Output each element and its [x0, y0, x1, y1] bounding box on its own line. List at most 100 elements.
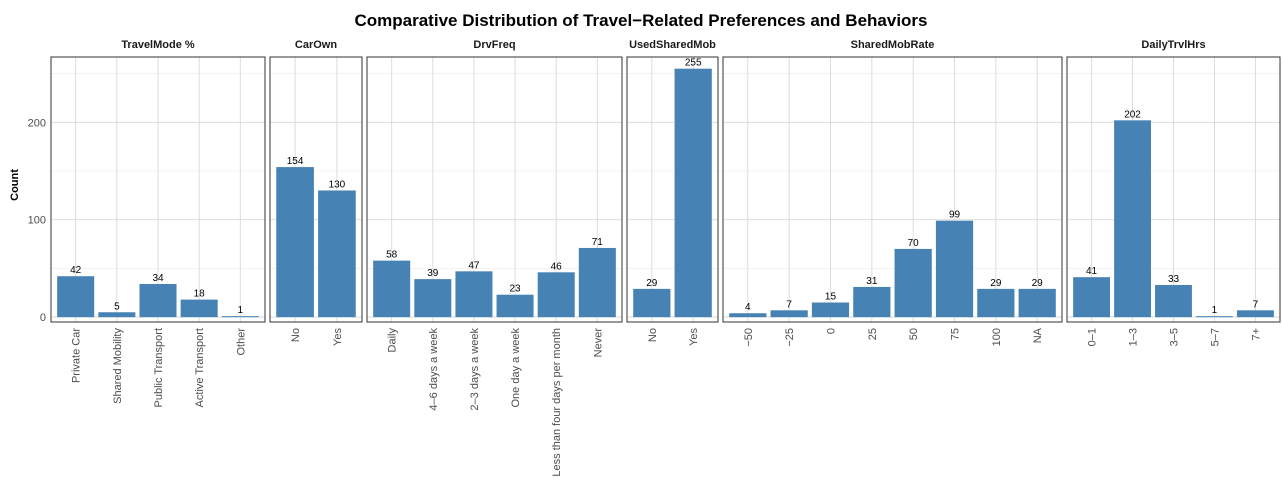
- bar-sharedmobrate-0: [811, 302, 850, 318]
- x-tick-label: 0–1: [1087, 328, 1099, 346]
- x-tick-label: 25: [867, 328, 879, 340]
- facet-panel-carown: CarOwn 154 130 No Yes: [269, 39, 363, 346]
- bar-dailytrvlhrs-5-7: [1196, 316, 1233, 318]
- x-tick-label: No: [647, 328, 659, 342]
- data-label: 39: [427, 268, 439, 279]
- data-label: 71: [592, 237, 604, 248]
- x-tick-label: 4–6 days a week: [428, 328, 440, 411]
- panel-border: [1066, 56, 1281, 323]
- facet-panel-usedsharedmob: UsedSharedMob 29 255 No Yes: [626, 39, 719, 346]
- bar-dailytrvlhrs-0-1: [1073, 277, 1111, 318]
- x-tick-label: Daily: [387, 328, 399, 353]
- data-label: 58: [386, 250, 398, 261]
- panel-border: [366, 56, 623, 323]
- x-tick-label: No: [290, 328, 302, 342]
- bar-travelmode-shared-mobility: [98, 312, 136, 318]
- bar-sharedmobrate-75: [935, 220, 974, 318]
- facet-strip-label: DailyTrvlHrs: [1141, 39, 1205, 51]
- bar-drvfreq-4-6-days-a-week: [414, 279, 452, 318]
- x-tick-label: 100: [991, 328, 1003, 346]
- data-label: 29: [990, 278, 1002, 289]
- panel-border: [50, 56, 266, 323]
- data-label: 46: [551, 261, 563, 272]
- data-label: 255: [685, 58, 702, 69]
- facet-strip-label: TravelMode %: [121, 39, 195, 51]
- bar-dailytrvlhrs-7: [1236, 310, 1274, 318]
- bar-carown-no: [276, 167, 314, 318]
- chart-title: Comparative Distribution of Travel−Relat…: [355, 11, 928, 30]
- data-label: 70: [908, 238, 920, 249]
- x-tick-label: 5–7: [1209, 328, 1221, 346]
- x-tick-label: 1–3: [1128, 328, 1140, 346]
- bar-usedsharedmob-no: [633, 288, 671, 318]
- bar-travelmode-public-transport: [139, 284, 177, 318]
- x-tick-label: Yes: [332, 328, 344, 346]
- x-tick-label: Never: [592, 328, 604, 358]
- panel-border: [722, 56, 1063, 323]
- bar-sharedmobrate-na: [1018, 288, 1056, 318]
- x-tick-label: Yes: [688, 328, 700, 346]
- x-tick-label: Public Transport: [153, 328, 165, 407]
- x-tick-label: Shared Mobility: [112, 328, 124, 404]
- facet-panel-sharedmobrate: SharedMobRate 4 7 15 31 70 99 29 29 −50 −25 0 25 50 75…: [722, 39, 1063, 347]
- x-tick-label: NA: [1032, 327, 1044, 343]
- bar-sharedmobrate-25: [770, 310, 808, 318]
- facet-strip-label: SharedMobRate: [851, 39, 935, 51]
- data-label: 15: [825, 292, 837, 303]
- data-label: 41: [1086, 266, 1098, 277]
- facet-strip-label: UsedSharedMob: [629, 39, 716, 51]
- bar-travelmode-active-transport: [180, 299, 218, 318]
- bar-dailytrvlhrs-1-3: [1114, 120, 1151, 318]
- y-tick-label: 100: [28, 215, 46, 227]
- facet-panel-travelmode: TravelMode % 42 5 34 18 1 Private Car Shared Mo…: [50, 39, 266, 407]
- data-label: 4: [745, 302, 751, 313]
- y-tick-label: 200: [28, 117, 46, 129]
- x-tick-label: −25: [784, 328, 796, 347]
- data-label: 130: [329, 179, 346, 190]
- bar-drvfreq-less-than-four-days-per-month: [537, 272, 575, 318]
- data-label: 7: [786, 299, 792, 310]
- bar-sharedmobrate-25: [853, 286, 891, 318]
- data-label: 33: [1168, 274, 1180, 285]
- data-label: 34: [152, 273, 164, 284]
- data-label: 1: [238, 305, 244, 316]
- data-label: 18: [194, 289, 206, 300]
- data-label: 202: [1124, 109, 1141, 120]
- x-tick-label: Other: [235, 328, 247, 356]
- data-label: 29: [1032, 278, 1044, 289]
- bar-usedsharedmob-yes: [674, 68, 712, 318]
- facet-strip-label: DrvFreq: [473, 39, 515, 51]
- bar-sharedmobrate-50: [729, 313, 767, 318]
- bar-carown-yes: [318, 190, 356, 318]
- y-axis-label: Count: [9, 169, 21, 201]
- x-tick-label: 2–3 days a week: [469, 328, 481, 411]
- x-tick-label: 75: [950, 328, 962, 340]
- data-label: 47: [468, 260, 480, 271]
- bar-dailytrvlhrs-3-5: [1155, 284, 1192, 318]
- panel-border: [626, 56, 719, 323]
- data-label: 7: [1253, 299, 1259, 310]
- bar-travelmode-private-car: [57, 276, 95, 318]
- panel-border: [269, 56, 363, 323]
- bar-drvfreq-one-day-a-week: [496, 294, 534, 318]
- data-label: 154: [287, 156, 304, 167]
- bar-sharedmobrate-50: [894, 248, 932, 318]
- x-tick-label: Less than four days per month: [551, 328, 563, 477]
- data-label: 1: [1212, 305, 1218, 316]
- x-tick-label: Private Car: [71, 328, 83, 383]
- x-tick-label: 3–5: [1169, 328, 1181, 346]
- data-label: 31: [866, 276, 878, 287]
- facet-panel-dailytrvlhrs: DailyTrvlHrs 41 202 33 1 7 0–1 1–3 3–5 5–7 7+: [1066, 39, 1281, 346]
- x-tick-label: Active Transport: [194, 328, 206, 407]
- facet-panel-drvfreq: DrvFreq 58 39 47 23 46 71 Daily 4–6 days a week 2…: [366, 39, 623, 477]
- facet-strip-label: CarOwn: [295, 39, 337, 51]
- data-label: 42: [70, 265, 82, 276]
- x-tick-label: 0: [825, 328, 837, 334]
- data-label: 5: [114, 301, 120, 312]
- x-tick-label: 50: [908, 328, 920, 340]
- bar-drvfreq-2-3-days-a-week: [455, 271, 493, 318]
- data-label: 99: [949, 210, 961, 221]
- data-label: 23: [510, 284, 522, 295]
